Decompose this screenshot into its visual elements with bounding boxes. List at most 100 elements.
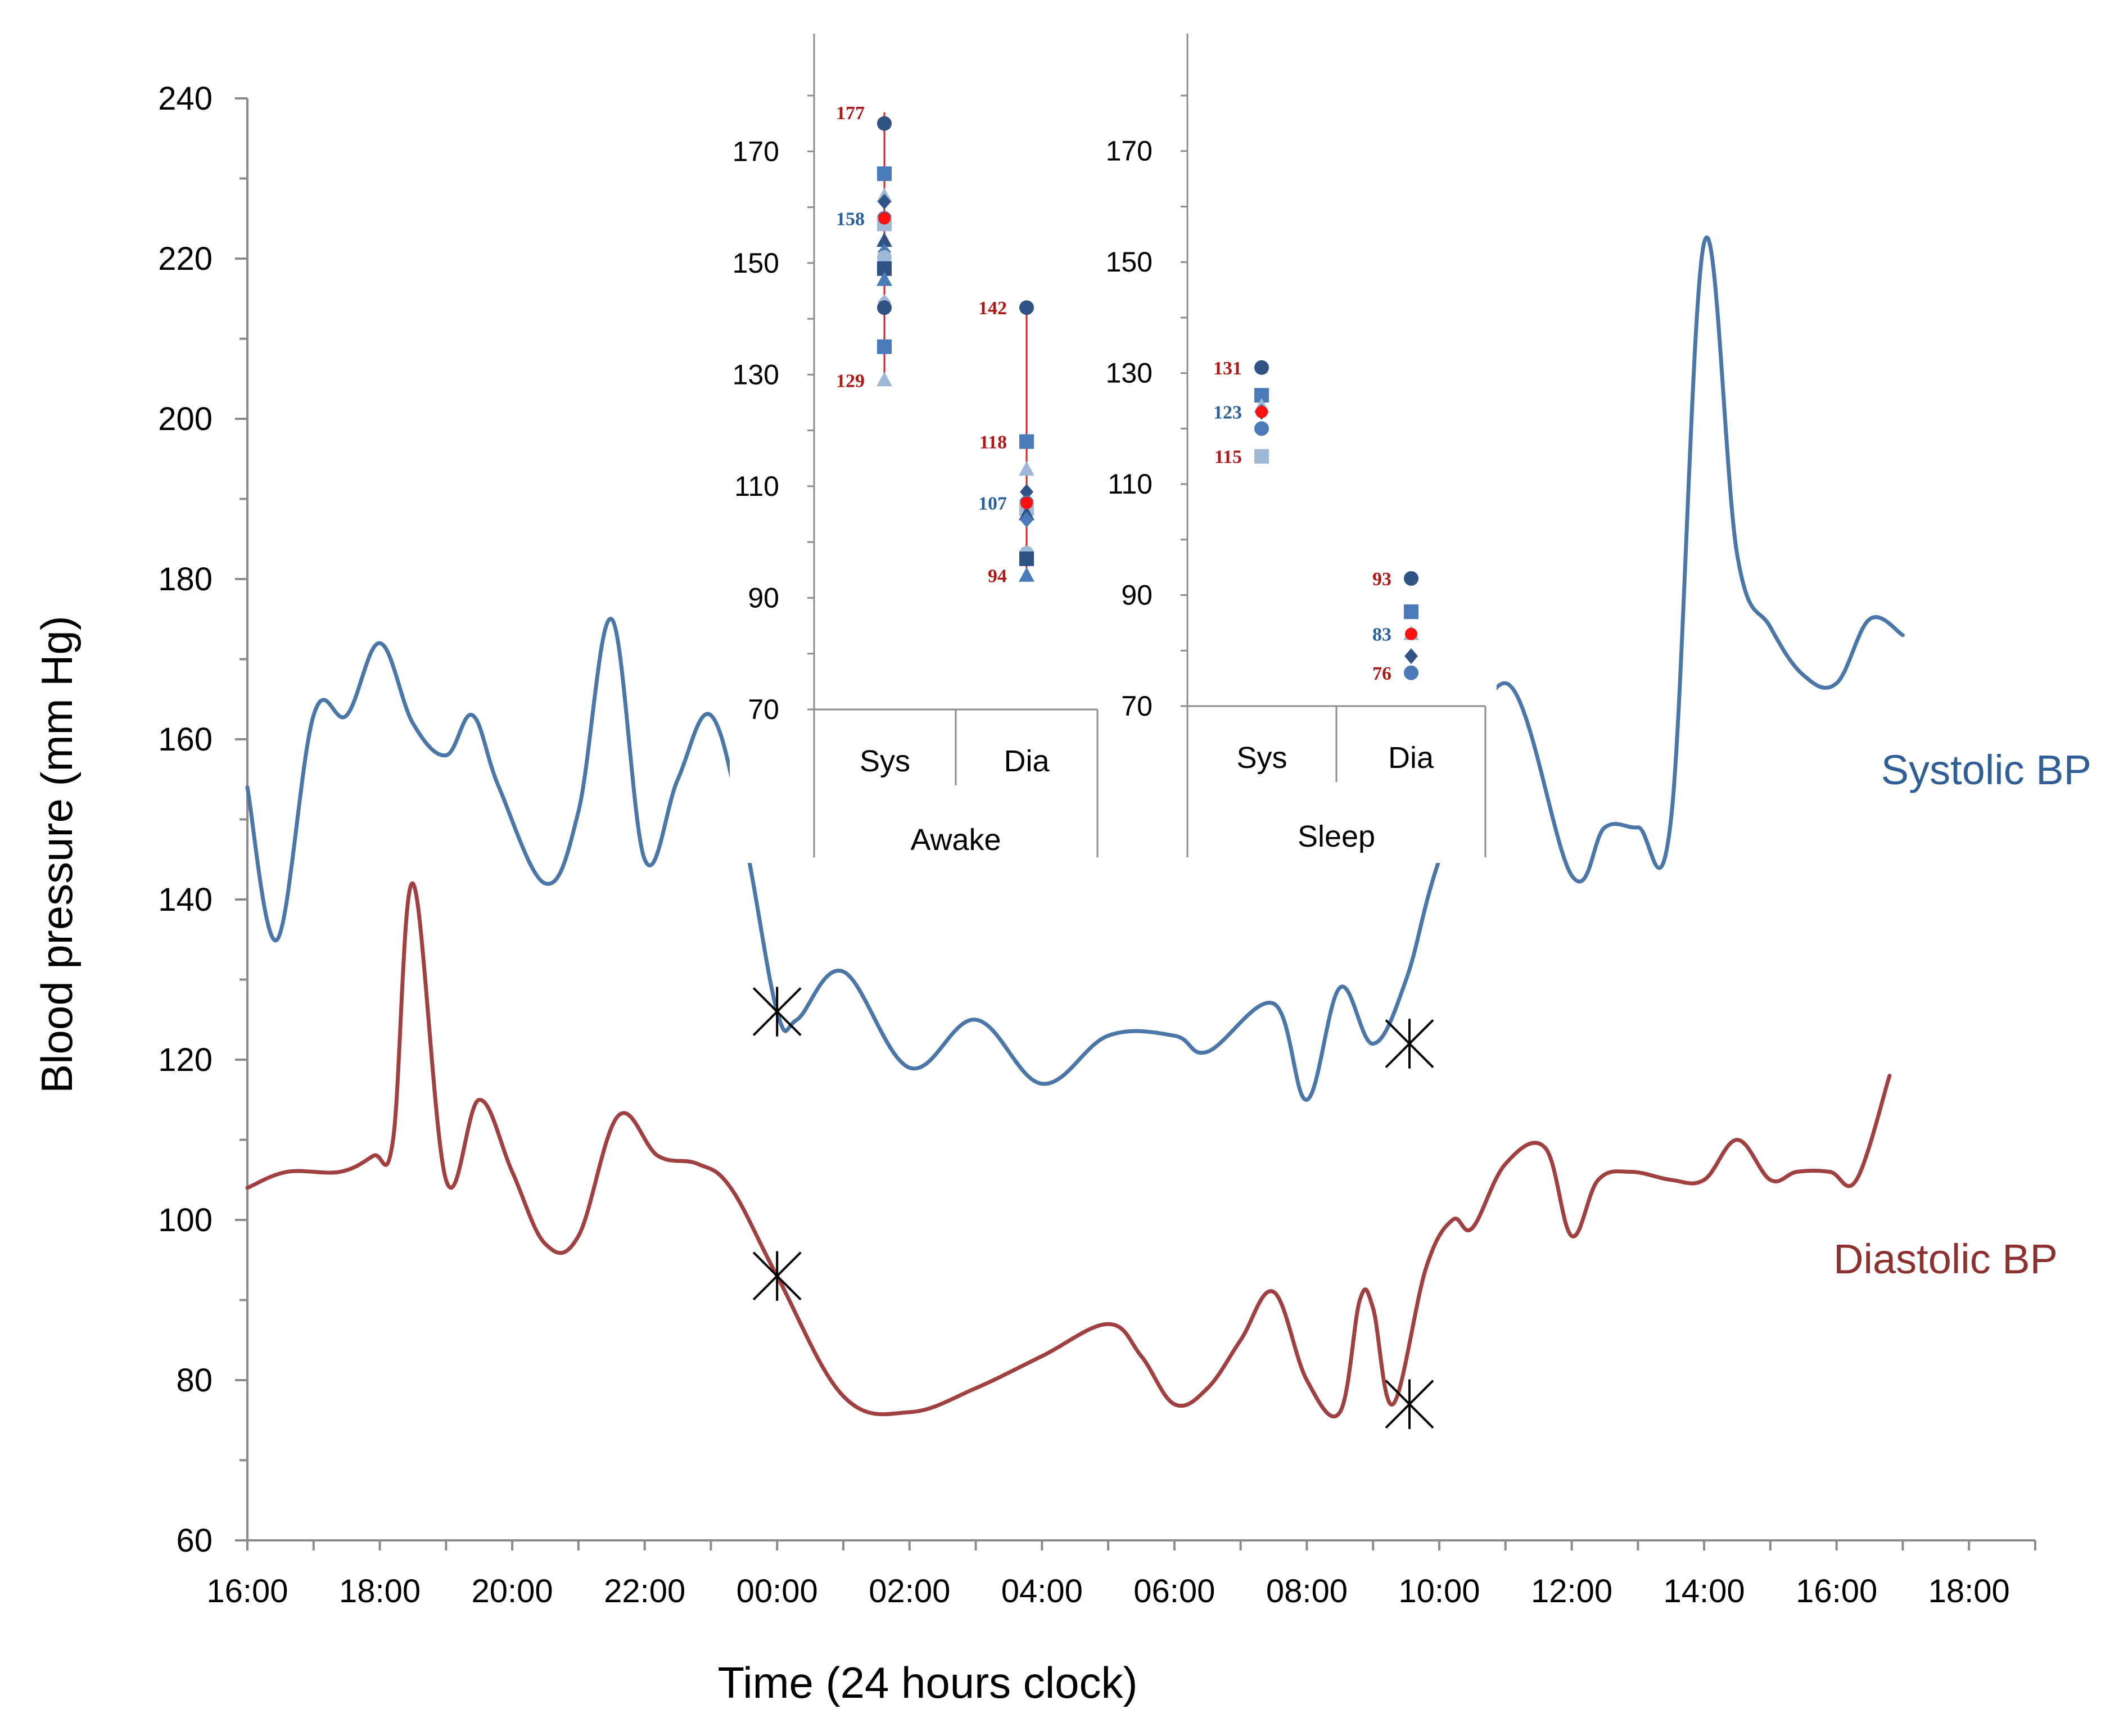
main-axes: 60 80 100 120 140 160 180 200 220 240 16:00 18:00 20… <box>158 80 2036 1610</box>
x-tick-label: 08:00 <box>1266 1573 1348 1610</box>
inset-category-label: Sys <box>1236 741 1287 775</box>
x-tick-label: 16:00 <box>206 1573 288 1610</box>
asterisk-marker <box>1385 1379 1434 1429</box>
inset-mean-point <box>1255 405 1268 418</box>
inset-background <box>1103 28 1497 863</box>
inset-value-label: 94 <box>988 566 1007 587</box>
inset-value-label: 131 <box>1213 358 1242 379</box>
x-axis-title: Time (24 hours clock) <box>718 1658 1138 1707</box>
inset-data-point <box>1019 300 1034 315</box>
inset-data-point <box>1404 648 1418 664</box>
inset-category-label: Dia <box>1388 741 1434 775</box>
systolic-series-label: Systolic BP <box>1881 747 2091 793</box>
main-series <box>245 235 1905 1418</box>
inset-value-label: 115 <box>1214 447 1242 468</box>
inset-mean-point <box>1020 496 1033 509</box>
inset-value-label: 76 <box>1372 663 1391 684</box>
systolic-bp-line <box>245 235 1905 1102</box>
inset-data-point <box>877 250 892 265</box>
inset-value-label: 129 <box>836 370 865 391</box>
inset-data-point <box>877 339 892 354</box>
inset-data-point <box>1019 434 1034 449</box>
inset-y-tick-label: 90 <box>748 582 779 613</box>
inset-category-label: Dia <box>1004 744 1050 778</box>
y-tick-label: 80 <box>176 1362 213 1399</box>
inset-y-tick-label: 110 <box>734 471 779 502</box>
inset-background <box>730 28 1109 863</box>
inset-data-point <box>1254 360 1269 375</box>
y-tick-label: 240 <box>158 80 213 117</box>
x-tick-label: 20:00 <box>472 1573 553 1610</box>
x-tick-label: 18:00 <box>339 1573 421 1610</box>
inset-mean-point <box>1405 627 1417 640</box>
inset-value-label: 123 <box>1213 403 1242 423</box>
inset-data-point <box>1020 512 1033 528</box>
diastolic-bp-line <box>245 881 1892 1418</box>
inset-y-tick-label: 90 <box>1121 580 1153 611</box>
y-tick-label: 100 <box>158 1202 213 1238</box>
inset-data-point <box>1404 571 1418 586</box>
x-tick-label: 00:00 <box>737 1573 818 1610</box>
inset-data-point <box>1019 551 1034 566</box>
inset-sleep-panel: 70 90 110 130 150 170 Sys Dia Sleep 131 123 115 93 83… <box>1103 28 1497 863</box>
inset-data-point <box>1019 461 1034 476</box>
x-tick-label: 22:00 <box>604 1573 685 1610</box>
inset-awake-panel: 70 90 110 130 150 170 Sys Dia Awake 177 158 129 142 1… <box>730 28 1109 863</box>
inset-y-tick-label: 170 <box>1106 135 1153 167</box>
inset-data-point <box>877 166 892 181</box>
inset-value-label: 142 <box>978 298 1007 319</box>
y-tick-label: 200 <box>158 401 213 437</box>
inset-data-point <box>877 300 892 315</box>
x-tick-label: 12:00 <box>1531 1573 1612 1610</box>
inset-data-point <box>1254 449 1269 464</box>
inset-y-tick-label: 70 <box>748 694 779 725</box>
inset-data-point <box>878 193 891 210</box>
inset-data-point <box>1404 604 1418 620</box>
inset-value-label: 107 <box>978 494 1007 514</box>
inset-category-label: Sys <box>860 744 910 778</box>
y-tick-label: 60 <box>176 1522 213 1559</box>
asterisk-marker <box>752 987 802 1037</box>
inset-data-point <box>1404 665 1418 680</box>
x-tick-label: 04:00 <box>1001 1573 1083 1610</box>
inset-data-point <box>876 232 892 247</box>
inset-value-label: 93 <box>1372 569 1391 590</box>
y-axis-title: Blood pressure (mm Hg) <box>32 616 82 1093</box>
inset-data-point <box>1019 567 1034 582</box>
x-tick-label: 18:00 <box>1928 1573 2010 1610</box>
inset-panel-title: Sleep <box>1298 820 1375 853</box>
inset-y-tick-label: 170 <box>733 135 779 167</box>
x-tick-label: 06:00 <box>1133 1573 1215 1610</box>
x-tick-label: 10:00 <box>1398 1573 1480 1610</box>
y-tick-label: 120 <box>158 1042 213 1078</box>
x-tick-label: 02:00 <box>869 1573 950 1610</box>
inset-panel-title: Awake <box>910 823 1001 857</box>
y-tick-label: 220 <box>158 241 213 277</box>
inset-value-label: 158 <box>836 209 865 229</box>
inset-data-point <box>877 116 892 131</box>
inset-y-tick-label: 150 <box>733 247 779 279</box>
inset-y-tick-label: 70 <box>1121 690 1153 722</box>
inset-value-label: 83 <box>1372 625 1391 645</box>
main-crossing-markers <box>752 987 1434 1429</box>
inset-value-label: 177 <box>836 103 865 124</box>
asterisk-marker <box>752 1251 802 1301</box>
inset-data-point <box>876 372 892 387</box>
asterisk-marker <box>1385 1019 1434 1069</box>
inset-y-tick-label: 150 <box>1106 246 1153 278</box>
inset-mean-point <box>878 212 891 225</box>
inset-y-tick-label: 130 <box>1106 358 1153 389</box>
inset-value-label: 118 <box>979 432 1007 453</box>
inset-y-tick-label: 110 <box>1108 468 1153 500</box>
x-tick-label: 16:00 <box>1796 1573 1877 1610</box>
y-tick-label: 140 <box>158 881 213 918</box>
x-tick-label: 14:00 <box>1664 1573 1745 1610</box>
inset-data-point <box>1254 421 1269 436</box>
diastolic-series-label: Diastolic BP <box>1833 1236 2058 1282</box>
inset-data-point <box>1020 483 1033 500</box>
y-tick-label: 160 <box>158 721 213 758</box>
y-tick-label: 180 <box>158 561 213 598</box>
inset-y-tick-label: 130 <box>733 359 779 390</box>
inset-data-point <box>876 271 892 286</box>
